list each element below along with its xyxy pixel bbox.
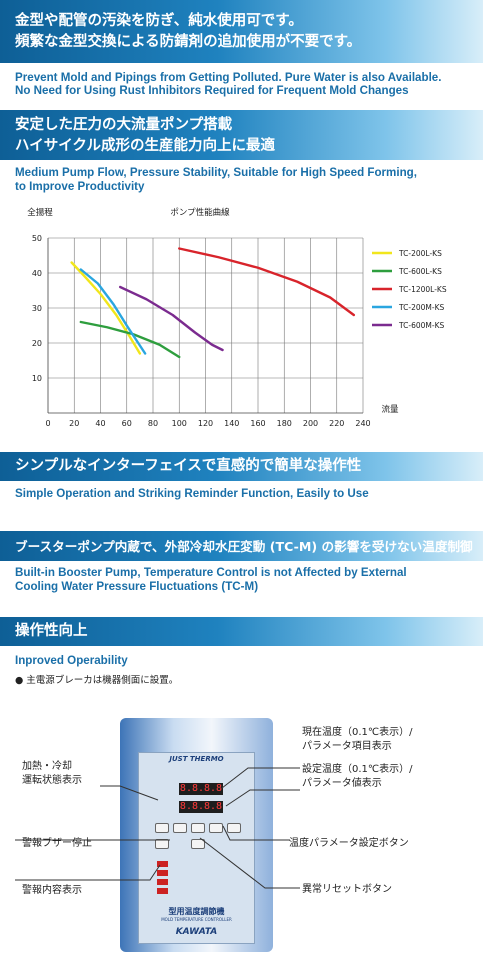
- section1-en-line1: Prevent Mold and Pipings from Getting Po…: [15, 71, 442, 84]
- x-tick-40: 40: [95, 419, 105, 428]
- y-tick-30: 30: [32, 304, 42, 313]
- callout-param-button: 温度パラメータ設定ボタン: [289, 838, 409, 849]
- alarm-lamp-3: [157, 879, 168, 885]
- section5-header: 操作性向上: [0, 617, 483, 646]
- callout-right1: 現在温度（0.1℃表示）/ パラメータ項目表示: [302, 726, 413, 754]
- alarm-lamp-4: [157, 888, 168, 894]
- callout-current-temp-a: 現在温度（0.1℃表示）/: [302, 727, 413, 738]
- section4-header: ブースターポンプ内蔵で、外部冷却水圧変動 (TC-M) の影響を受けない温度制御: [0, 531, 483, 561]
- callout-reset-button: 異常リセットボタン: [302, 884, 392, 895]
- x-tick-0: 0: [45, 419, 50, 428]
- reset-button[interactable]: [191, 839, 205, 849]
- callout-left1: 加熱・冷却 運転状態表示: [22, 760, 82, 788]
- x-tick-120: 120: [198, 419, 213, 428]
- alarm-lamp-2: [157, 870, 168, 876]
- mode-button[interactable]: [155, 823, 169, 833]
- x-tick-200: 200: [303, 419, 318, 428]
- x-axis-label: 流量: [381, 404, 399, 415]
- pump-performance-chart: 0 20 40 60 80 100 120 140 160 180 200 220 240 10 20 30 4…: [27, 207, 447, 428]
- y-tick-10: 10: [32, 374, 42, 383]
- x-tick-220: 220: [329, 419, 344, 428]
- alarm-lamp-1: [157, 861, 168, 867]
- legend-label-TC-1200L-KS: TC-1200L-KS: [398, 285, 447, 294]
- callout-right2: 設定温度（0.1℃表示）/ パラメータ値表示: [302, 763, 413, 791]
- buzzer-stop-button[interactable]: [173, 823, 187, 833]
- section3-jp: シンプルなインターフェイスで直感的で簡単な操作性: [15, 458, 362, 474]
- section2-header: 安定した圧力の大流量ポンプ搭載 ハイサイクル成形の生産能力向上に最適: [0, 110, 483, 160]
- brand-label: JUST THERMO: [169, 755, 224, 763]
- section3-header: シンプルなインターフェイスで直感的で簡単な操作性: [0, 452, 483, 481]
- section2-jp-line1: 安定した圧力の大流量ポンプ搭載: [15, 117, 233, 133]
- set-button[interactable]: [227, 823, 241, 833]
- series-line-TC-200L-KS: [70, 261, 142, 355]
- x-tick-240: 240: [355, 419, 370, 428]
- controller-subtitle: MOLD TEMPERATURE CONTROLLER: [161, 917, 232, 922]
- legend-label-TC-200L-KS: TC-200L-KS: [398, 249, 442, 258]
- down-button[interactable]: [209, 823, 223, 833]
- section1-en-line2: No Need for Using Rust Inhibitors Requir…: [15, 84, 409, 97]
- y-axis-label: 全揚程: [27, 207, 53, 218]
- controller-panel: JUST THERMO 8.8.8.8 8.8.8.8 型用温度調節機 MOLD…: [120, 718, 273, 952]
- x-tick-140: 140: [224, 419, 239, 428]
- section2-jp-line2: ハイサイクル成形の生産能力向上に最適: [15, 138, 275, 154]
- series-line-TC-1200L-KS: [178, 247, 356, 317]
- section1-jp-line2: 頻繁な金型交換による防錆剤の追加使用が不要です。: [15, 34, 362, 50]
- section2-en-line2: to Improve Productivity: [15, 180, 145, 193]
- x-tick-180: 180: [277, 419, 292, 428]
- callout-current-temp-b: パラメータ項目表示: [302, 741, 392, 752]
- section4-en-line1: Built-in Booster Pump, Temperature Contr…: [15, 566, 407, 579]
- set-temp-display: 8.8.8.8: [179, 801, 223, 813]
- section4-en-line2: Cooling Water Pressure Fluctuations (TC-…: [15, 580, 259, 593]
- current-temp-display: 8.8.8.8: [179, 783, 223, 795]
- callout-alarm-content: 警報内容表示: [22, 885, 82, 896]
- section3-en: Simple Operation and Striking Reminder F…: [15, 487, 369, 500]
- y-tick-40: 40: [32, 269, 42, 278]
- y-tick-20: 20: [32, 339, 42, 348]
- section4-jp: ブースターポンプ内蔵で、外部冷却水圧変動 (TC-M) の影響を受けない温度制御: [15, 539, 473, 554]
- section2-en-line1: Medium Pump Flow, Pressure Stability, Su…: [15, 166, 417, 179]
- legend-label-TC-200M-KS: TC-200M-KS: [398, 303, 444, 312]
- y-tick-50: 50: [32, 234, 42, 243]
- x-tick-100: 100: [172, 419, 187, 428]
- x-tick-20: 20: [69, 419, 79, 428]
- controller-face: JUST THERMO 8.8.8.8 8.8.8.8 型用温度調節機 MOLD…: [138, 752, 255, 944]
- x-tick-160: 160: [250, 419, 265, 428]
- controller-title: 型用温度調節機: [168, 907, 225, 916]
- x-tick-60: 60: [122, 419, 132, 428]
- callout-set-temp-a: 設定温度（0.1℃表示）/: [302, 764, 413, 775]
- section5-jp: 操作性向上: [15, 623, 88, 639]
- breaker-note: ● 主電源ブレーカは機器側面に設置。: [15, 675, 179, 686]
- callout-heat-cool-a: 加熱・冷却: [22, 761, 72, 772]
- chart-title: ポンプ性能曲線: [170, 207, 230, 218]
- series-line-TC-600M-KS: [118, 285, 224, 352]
- section5-en: Inproved Operability: [15, 654, 128, 667]
- callout-set-temp-b: パラメータ値表示: [302, 778, 382, 789]
- x-tick-80: 80: [148, 419, 158, 428]
- section1-jp-line1: 金型や配管の汚染を防ぎ、純水使用可です。: [15, 13, 303, 29]
- legend-label-TC-600L-KS: TC-600L-KS: [398, 267, 442, 276]
- up-button[interactable]: [191, 823, 205, 833]
- legend-label-TC-600M-KS: TC-600M-KS: [398, 321, 444, 330]
- series-line-TC-200M-KS: [79, 268, 147, 355]
- callout-buzzer-stop: 警報ブザー停止: [22, 838, 92, 849]
- callout-heat-cool-b: 運転状態表示: [22, 775, 82, 786]
- maker-logo: KAWATA: [175, 927, 218, 937]
- section1-header: 金型や配管の汚染を防ぎ、純水使用可です。 頻繁な金型交換による防錆剤の追加使用が…: [0, 0, 483, 63]
